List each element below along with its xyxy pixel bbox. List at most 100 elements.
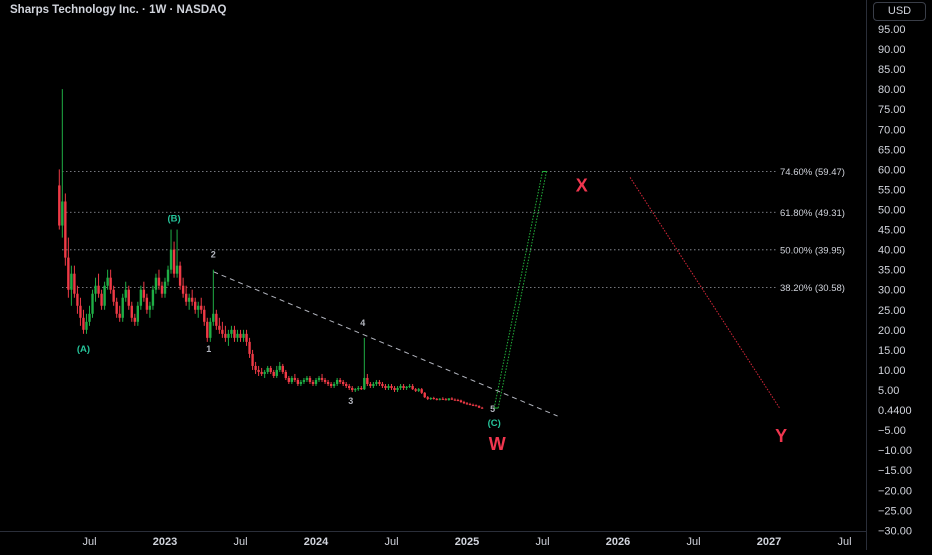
candle[interactable] [166,269,170,282]
candle[interactable] [302,379,306,382]
candle[interactable] [396,387,399,390]
candle[interactable] [172,249,176,274]
candle[interactable] [206,321,209,338]
candle[interactable] [133,317,136,322]
candle[interactable] [411,385,414,390]
projection-up-line[interactable] [497,171,547,409]
candle[interactable] [154,277,158,290]
candle[interactable] [254,365,257,370]
candle[interactable] [88,313,91,322]
candle[interactable] [194,301,197,310]
candle[interactable] [233,329,236,338]
candle[interactable] [245,333,248,342]
candle[interactable] [136,305,140,322]
candle[interactable] [471,404,475,406]
candle[interactable] [163,281,167,294]
candle[interactable] [447,398,451,401]
candle[interactable] [381,383,384,386]
candle[interactable] [82,317,85,330]
candle[interactable] [257,369,260,372]
candle[interactable] [360,387,363,390]
candle[interactable] [438,398,442,400]
candle[interactable] [441,398,445,400]
candle[interactable] [58,185,61,226]
candle[interactable] [61,201,64,226]
candle[interactable] [393,387,396,390]
candle[interactable] [408,385,411,387]
candle[interactable] [477,406,481,408]
candle[interactable] [64,201,67,258]
candle[interactable] [317,377,321,380]
candle[interactable] [124,289,127,298]
candle[interactable] [314,379,318,384]
candle[interactable] [269,367,272,372]
candle[interactable] [130,305,133,318]
candle[interactable] [200,305,203,310]
candle[interactable] [215,313,218,326]
candle[interactable] [266,367,269,372]
candle[interactable] [212,313,215,322]
candle[interactable] [366,377,369,384]
candle[interactable] [139,289,143,306]
candle[interactable] [287,377,291,382]
candle[interactable] [357,387,360,390]
candle[interactable] [218,325,221,330]
candle[interactable] [103,285,106,306]
candle[interactable] [85,321,88,330]
candle[interactable] [109,277,112,290]
candle[interactable] [450,398,454,400]
candle[interactable] [106,277,109,286]
candle[interactable] [435,398,438,400]
candle[interactable] [242,333,245,338]
candle[interactable] [145,297,149,310]
candle[interactable] [423,392,426,398]
candle[interactable] [79,305,82,318]
candle[interactable] [248,341,251,354]
candle[interactable] [405,386,408,388]
candle[interactable] [169,249,173,270]
candle[interactable] [329,383,333,386]
candle[interactable] [335,379,339,384]
candle[interactable] [121,297,124,318]
candle[interactable] [462,402,466,404]
candle[interactable] [311,381,315,384]
candle[interactable] [221,329,224,334]
candle[interactable] [480,407,484,409]
candle[interactable] [299,381,303,384]
candle[interactable] [76,293,79,306]
candle[interactable] [227,333,230,338]
candle[interactable] [70,273,73,290]
candle[interactable] [426,397,429,399]
candle[interactable] [142,289,146,298]
candle[interactable] [372,383,375,386]
candle[interactable] [187,297,191,302]
candle[interactable] [459,400,463,403]
candle[interactable] [263,371,266,374]
projection-down-line[interactable] [629,177,780,409]
candle[interactable] [160,285,164,294]
candle[interactable] [272,371,275,376]
candle[interactable] [354,389,357,391]
candle[interactable] [118,313,121,318]
candle[interactable] [236,333,239,338]
candle[interactable] [157,277,161,286]
candle[interactable] [348,385,351,388]
candle[interactable] [115,301,118,314]
candle[interactable] [351,387,354,390]
projection-up-line[interactable] [493,171,543,409]
candle[interactable] [100,293,103,306]
candle[interactable] [308,377,312,382]
candle[interactable] [181,285,185,294]
candle[interactable] [399,385,402,388]
candle[interactable] [190,297,194,302]
candle[interactable] [73,273,76,294]
candle[interactable] [456,400,460,402]
candle[interactable] [296,379,300,384]
candle[interactable] [239,333,242,338]
candle[interactable] [224,333,227,338]
candle[interactable] [281,365,284,372]
candle[interactable] [363,377,366,390]
candle[interactable] [444,399,448,401]
candle[interactable] [278,365,281,370]
